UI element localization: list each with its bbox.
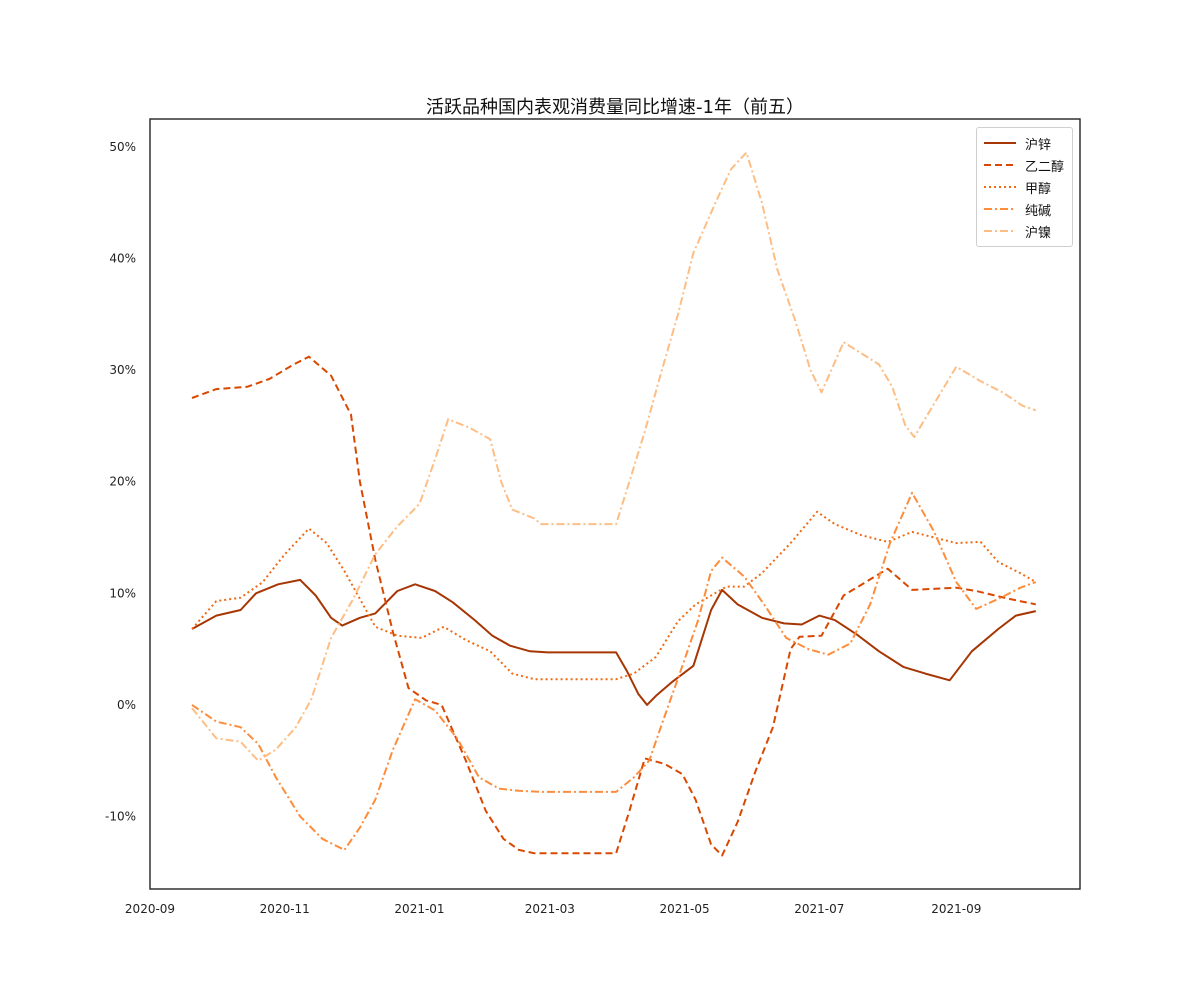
legend-swatch <box>983 164 1016 166</box>
legend-swatch <box>983 208 1016 210</box>
series-line <box>191 510 1037 681</box>
series-line <box>191 578 1037 706</box>
legend-swatch <box>983 186 1016 188</box>
x-tick-label: 2021-03 <box>525 902 575 916</box>
series-line <box>191 491 1037 851</box>
y-tick-label: 40% <box>109 251 136 265</box>
chart-legend: 沪锌乙二醇甲醇纯碱沪镍 <box>975 127 1073 247</box>
y-tick-label: 0% <box>117 698 136 712</box>
legend-entry: 乙二醇 <box>983 154 1064 176</box>
legend-label: 乙二醇 <box>1024 159 1064 175</box>
series-lines <box>191 151 1037 857</box>
x-tick-label: 2021-01 <box>394 902 444 916</box>
series-line <box>191 151 1037 762</box>
plot-frame <box>149 118 1081 890</box>
chart-title: 活跃品种国内表观消费量同比增速-1年（前五） <box>426 97 804 118</box>
legend-swatch <box>983 142 1016 144</box>
legend-entry: 甲醇 <box>983 176 1064 198</box>
y-tick-label: 50% <box>109 140 136 154</box>
y-tick-label: -10% <box>105 809 136 823</box>
y-tick-label: 30% <box>109 363 136 377</box>
series-line <box>191 355 1037 857</box>
x-axis-ticks: 2020-09 2020-11 2021-01 2021-03 2021-05 2021-… <box>125 902 981 916</box>
legend-swatch <box>983 230 1016 232</box>
x-tick-label: 2020-11 <box>260 902 310 916</box>
legend-entry: 纯碱 <box>983 198 1064 220</box>
y-tick-label: 20% <box>109 475 136 489</box>
x-tick-label: 2020-09 <box>125 902 175 916</box>
x-tick-label: 2021-09 <box>931 902 981 916</box>
legend-entry: 沪镍 <box>983 220 1064 242</box>
y-axis-ticks: -10% 0% 10% 20% 30% 40% 50% <box>105 140 136 824</box>
y-tick-label: 10% <box>109 586 136 600</box>
legend-label: 纯碱 <box>1024 203 1051 219</box>
x-tick-label: 2021-05 <box>660 902 710 916</box>
legend-label: 沪镍 <box>1024 225 1051 241</box>
legend-label: 沪锌 <box>1024 137 1051 153</box>
x-tick-label: 2021-07 <box>794 902 844 916</box>
legend-label: 甲醇 <box>1024 181 1051 197</box>
legend-entry: 沪锌 <box>983 132 1064 154</box>
